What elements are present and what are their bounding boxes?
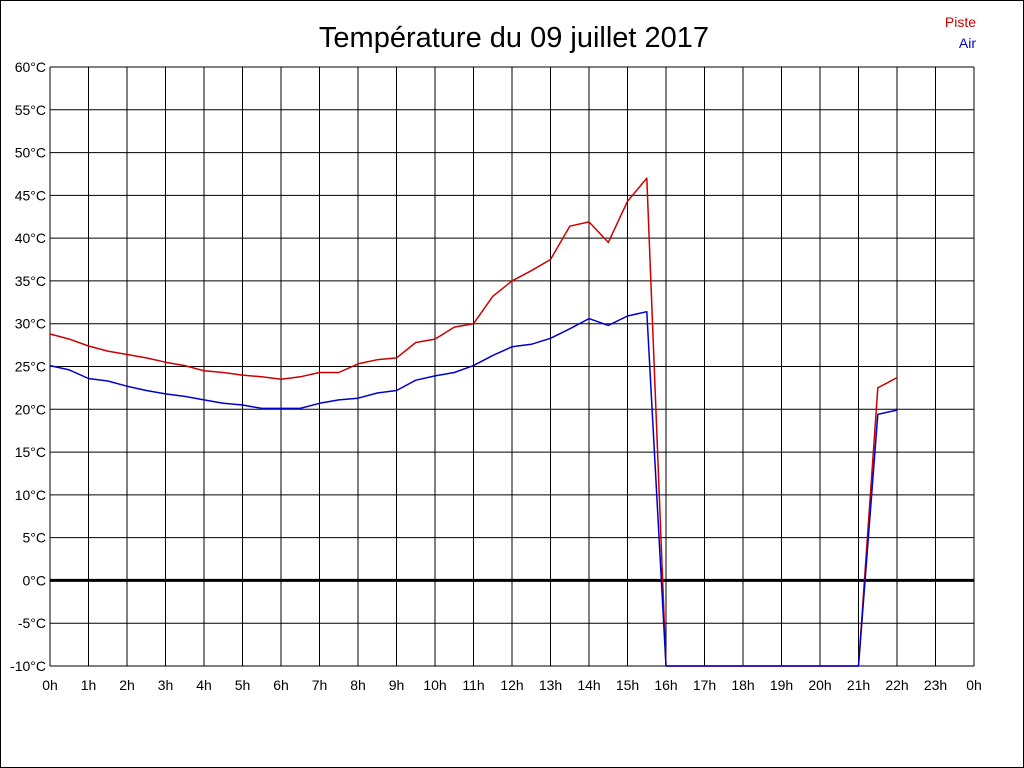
chart-title: Température du 09 juillet 2017 [319,22,709,54]
x-tick-label: 13h [539,677,562,693]
y-tick-label: 60°C [15,59,46,75]
x-tick-label: 22h [885,677,908,693]
y-tick-label: 0°C [23,572,47,588]
y-tick-label: 25°C [15,359,46,375]
y-tick-label: 5°C [23,530,47,546]
x-axis-ticks: 0h 1h 2h 3h 4h 5h 6h 7h 8h 9h 10h 11h 12h 13h 14h 15h 16… [42,677,982,693]
x-tick-label: 0h [966,677,982,693]
x-tick-label: 20h [808,677,831,693]
x-tick-label: 8h [350,677,366,693]
x-tick-label: 6h [273,677,289,693]
x-tick-label: 14h [577,677,600,693]
x-tick-label: 4h [196,677,212,693]
x-tick-label: 11h [462,677,484,693]
x-tick-label: 0h [42,677,58,693]
y-tick-label: 10°C [15,487,46,503]
y-tick-label: 40°C [15,230,46,246]
x-tick-label: 17h [693,677,716,693]
y-tick-label: 55°C [15,102,46,118]
x-tick-label: 16h [654,677,677,693]
y-tick-label: -10°C [10,658,46,674]
x-tick-label: 2h [119,677,135,693]
grid [49,66,975,667]
x-tick-label: 19h [770,677,793,693]
y-tick-label: 45°C [15,187,46,203]
series-layer [49,177,898,667]
x-tick-label: 12h [500,677,523,693]
x-tick-label: 5h [235,677,251,693]
x-tick-label: 3h [158,677,174,693]
series-line-air [49,310,898,667]
y-axis-ticks: 60°C 55°C 50°C 45°C 40°C 35°C 30°C 25°C 20°C 15°C… [10,59,46,674]
y-tick-label: 50°C [15,145,46,161]
y-tick-label: 35°C [15,273,46,289]
legend: Piste Air [945,14,976,51]
legend-entry-piste: Piste [945,14,976,30]
y-tick-label: -5°C [18,615,46,631]
y-tick-label: 15°C [15,444,46,460]
y-tick-label: 30°C [15,316,46,332]
y-tick-label: 20°C [15,401,46,417]
x-tick-label: 10h [423,677,446,693]
x-tick-label: 7h [312,677,328,693]
x-tick-label: 21h [847,677,870,693]
x-tick-label: 23h [924,677,947,693]
legend-entry-air: Air [959,35,976,51]
x-tick-label: 1h [81,677,97,693]
x-tick-label: 18h [731,677,754,693]
x-tick-label: 9h [389,677,405,693]
x-tick-label: 15h [616,677,639,693]
